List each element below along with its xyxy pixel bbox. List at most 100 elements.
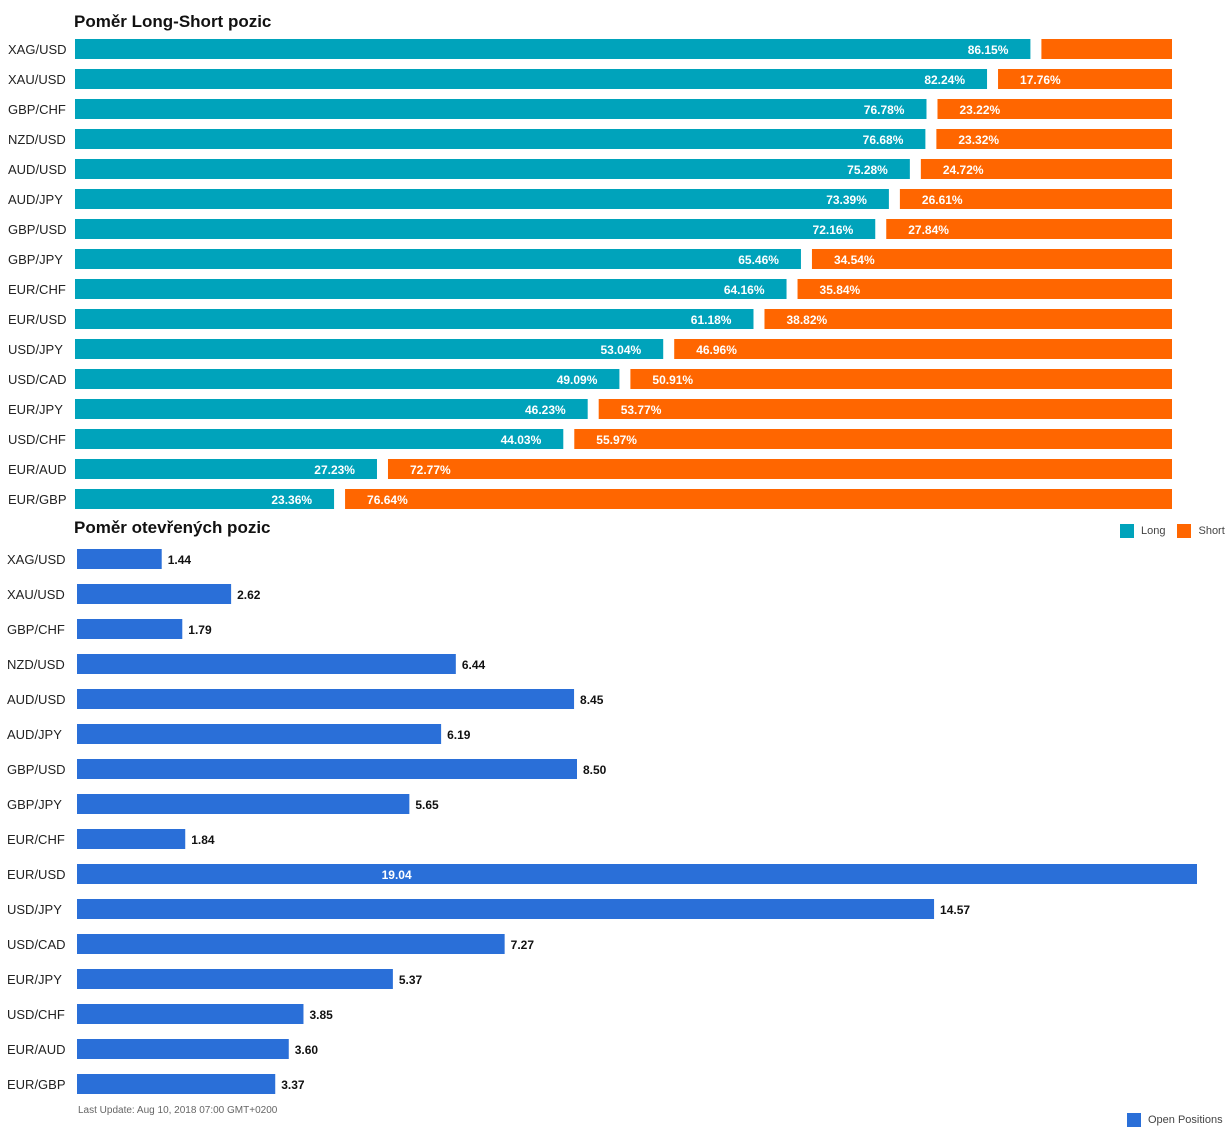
short-bar-gbp-usd [886, 219, 1172, 239]
open-value-label-eur-usd: 19.04 [382, 868, 412, 882]
long-bar-usd-jpy [75, 339, 664, 359]
short-bar-eur-gbp [345, 489, 1173, 509]
short-bar-gbp-chf [937, 99, 1172, 119]
open-bar-gbp-usd [77, 759, 577, 779]
long-value-label-eur-chf: 64.16% [724, 283, 765, 297]
open-value-label-eur-aud: 3.60 [295, 1043, 319, 1057]
open-category-label-gbp-chf: GBP/CHF [7, 622, 65, 637]
long-bar-eur-gbp [75, 489, 335, 509]
open-bar-eur-chf [77, 829, 186, 849]
long-bar-eur-jpy [75, 399, 588, 419]
open-category-label-xau-usd: XAU/USD [7, 587, 65, 602]
open-value-label-xau-usd: 2.62 [237, 588, 261, 602]
category-label-gbp-usd: GBP/USD [8, 222, 67, 237]
legend-item-open-positions: Open Positions [1127, 1113, 1223, 1127]
open-value-label-usd-cad: 7.27 [511, 938, 535, 952]
open-category-label-eur-chf: EUR/CHF [7, 832, 65, 847]
open-positions-chart-title: Poměr otevřených pozic [74, 518, 271, 537]
open-value-label-xag-usd: 1.44 [168, 553, 192, 567]
open-category-label-eur-usd: EUR/USD [7, 867, 66, 882]
long-bar-eur-usd [75, 309, 754, 329]
open-bar-gbp-jpy [77, 794, 410, 814]
short-value-label-eur-aud: 72.77% [410, 463, 451, 477]
category-label-xag-usd: XAG/USD [8, 42, 67, 57]
long-bar-usd-cad [75, 369, 620, 389]
legend-swatch-short [1177, 524, 1192, 538]
short-bar-gbp-jpy [811, 249, 1172, 269]
long-value-label-xau-usd: 82.24% [924, 73, 965, 87]
short-bar-eur-aud [387, 459, 1172, 479]
last-update-text: Last Update: Aug 10, 2018 07:00 GMT+0200 [78, 1105, 278, 1116]
legend-swatch-open-positions [1127, 1113, 1141, 1127]
open-bar-usd-cad [77, 934, 505, 954]
open-bar-usd-jpy [77, 899, 935, 919]
open-category-label-nzd-usd: NZD/USD [7, 657, 65, 672]
short-bar-usd-chf [574, 429, 1172, 449]
open-value-label-nzd-usd: 6.44 [462, 658, 486, 672]
category-label-eur-usd: EUR/USD [8, 312, 67, 327]
long-bar-nzd-usd [75, 129, 926, 149]
open-bar-aud-jpy [77, 724, 442, 744]
open-category-label-xag-usd: XAG/USD [7, 552, 66, 567]
open-category-label-eur-gbp: EUR/GBP [7, 1077, 66, 1092]
long-value-label-xag-usd: 86.15% [968, 43, 1009, 57]
long-value-label-eur-gbp: 23.36% [271, 493, 312, 507]
long-value-label-gbp-chf: 76.78% [864, 103, 905, 117]
open-value-label-eur-gbp: 3.37 [281, 1078, 305, 1092]
open-value-label-usd-chf: 3.85 [309, 1008, 333, 1022]
open-value-label-gbp-usd: 8.50 [583, 763, 607, 777]
long-bar-aud-usd [75, 159, 910, 179]
category-label-aud-usd: AUD/USD [8, 162, 67, 177]
short-bar-aud-jpy [899, 189, 1172, 209]
short-value-label-eur-chf: 35.84% [820, 283, 861, 297]
open-category-label-gbp-jpy: GBP/JPY [7, 797, 62, 812]
category-label-gbp-jpy: GBP/JPY [8, 252, 63, 267]
long-value-label-gbp-jpy: 65.46% [738, 253, 779, 267]
long-short-legend: Long Short [1108, 524, 1225, 538]
long-bar-gbp-chf [75, 99, 927, 119]
short-value-label-gbp-chf: 23.22% [959, 103, 1000, 117]
category-label-eur-aud: EUR/AUD [8, 462, 67, 477]
legend-item-long: Long [1120, 524, 1165, 538]
open-value-label-aud-jpy: 6.19 [447, 728, 471, 742]
short-value-label-eur-gbp: 76.64% [367, 493, 408, 507]
short-bar-aud-usd [920, 159, 1172, 179]
open-value-label-aud-usd: 8.45 [580, 693, 604, 707]
short-bar-xag-usd [1041, 39, 1172, 59]
open-bar-gbp-chf [77, 619, 183, 639]
short-value-label-usd-chf: 55.97% [596, 433, 637, 447]
short-value-label-aud-jpy: 26.61% [922, 193, 963, 207]
short-bar-nzd-usd [936, 129, 1172, 149]
short-value-label-xau-usd: 17.76% [1020, 73, 1061, 87]
long-bar-gbp-usd [75, 219, 876, 239]
category-label-gbp-chf: GBP/CHF [8, 102, 66, 117]
open-bar-usd-chf [77, 1004, 304, 1024]
short-bar-xau-usd [998, 69, 1172, 89]
short-value-label-usd-jpy: 46.96% [696, 343, 737, 357]
open-category-label-usd-jpy: USD/JPY [7, 902, 62, 917]
open-bar-eur-usd [77, 864, 1197, 884]
open-bar-nzd-usd [77, 654, 456, 674]
open-bar-xag-usd [77, 549, 162, 569]
open-category-label-eur-jpy: EUR/JPY [7, 972, 62, 987]
long-value-label-usd-cad: 49.09% [557, 373, 598, 387]
long-bar-xau-usd [75, 69, 988, 89]
open-category-label-gbp-usd: GBP/USD [7, 762, 66, 777]
open-category-label-eur-aud: EUR/AUD [7, 1042, 66, 1057]
short-value-label-gbp-usd: 27.84% [908, 223, 949, 237]
category-label-xau-usd: XAU/USD [8, 72, 66, 87]
short-bar-eur-usd [764, 309, 1172, 329]
open-bar-aud-usd [77, 689, 575, 709]
short-value-label-eur-jpy: 53.77% [621, 403, 662, 417]
long-bar-usd-chf [75, 429, 564, 449]
short-bar-usd-jpy [674, 339, 1172, 359]
long-bar-eur-chf [75, 279, 787, 299]
short-bar-usd-cad [630, 369, 1172, 389]
legend-label-long: Long [1141, 525, 1166, 537]
legend-label-short: Short [1198, 525, 1225, 537]
short-value-label-gbp-jpy: 34.54% [834, 253, 875, 267]
open-category-label-aud-usd: AUD/USD [7, 692, 66, 707]
long-value-label-gbp-usd: 72.16% [813, 223, 854, 237]
long-value-label-aud-jpy: 73.39% [826, 193, 867, 207]
open-value-label-gbp-chf: 1.79 [188, 623, 212, 637]
